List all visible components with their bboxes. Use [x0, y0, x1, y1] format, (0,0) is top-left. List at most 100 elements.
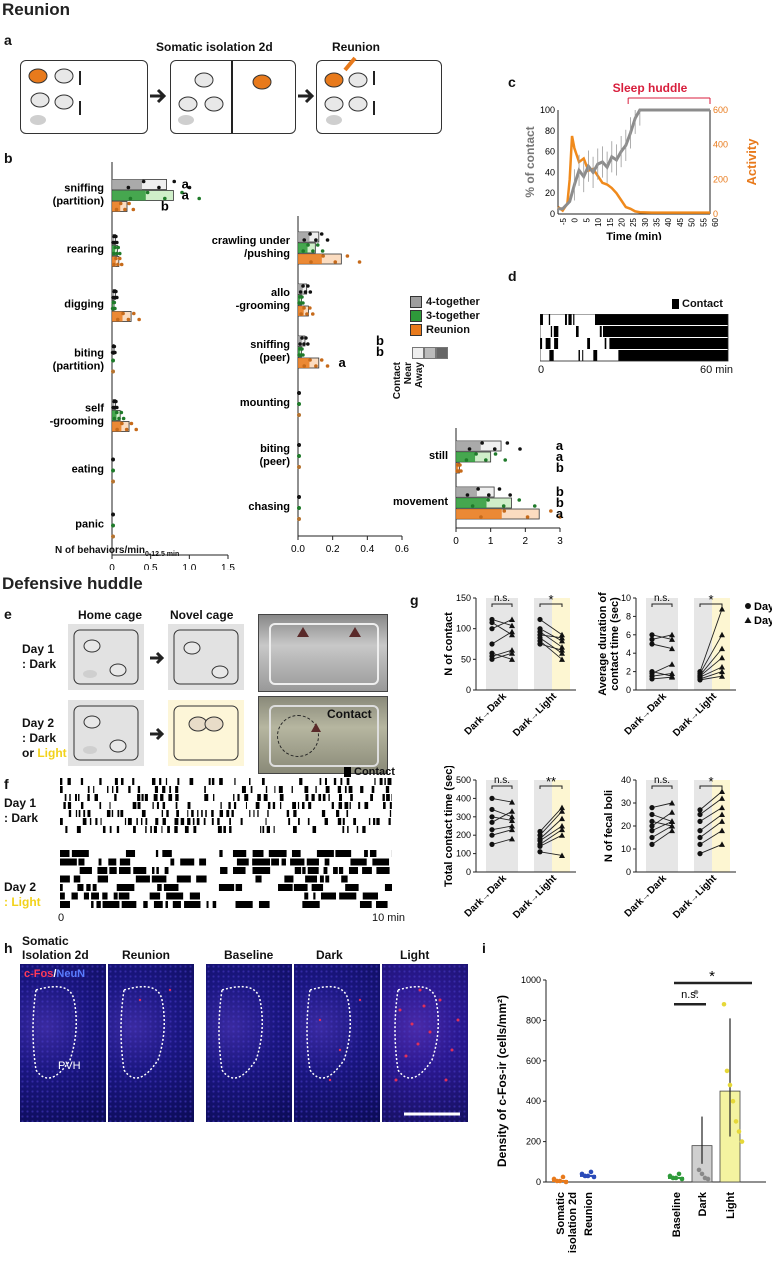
contact-bar [257, 810, 259, 817]
contact-bar [205, 810, 207, 817]
bar-segment [298, 306, 304, 316]
bar-segment [112, 201, 121, 212]
x-category-label: Dark→Dark [623, 691, 670, 738]
contact-bar [599, 326, 602, 337]
contact-bar [226, 810, 230, 817]
contact-bar [165, 778, 168, 785]
contact-bar [322, 794, 326, 801]
contact-bar [337, 818, 342, 825]
data-point [187, 185, 192, 190]
panel-label-g: g [410, 592, 419, 608]
contact-bar [328, 794, 330, 801]
data-point [484, 458, 488, 462]
contact-bar [323, 867, 328, 874]
contact-bar [162, 802, 166, 809]
contact-bar [337, 786, 342, 793]
pair-line [699, 821, 723, 838]
novel-cage-day1 [168, 624, 244, 690]
pair-line [491, 619, 513, 630]
contact-bar [252, 850, 264, 857]
y-tick-label: 100 [456, 849, 471, 859]
contact-bar [229, 826, 232, 833]
data-point [123, 207, 127, 212]
bar-segment [298, 336, 302, 346]
data-point [476, 487, 480, 491]
category-label: movement [393, 496, 448, 508]
x-tick-label: 40 [664, 217, 673, 226]
contact-bar [91, 892, 99, 900]
data-point-day1 [697, 834, 703, 841]
contact-bar [118, 892, 130, 900]
contact-bar [288, 818, 291, 825]
data-point [736, 1129, 742, 1134]
bar-segment [112, 289, 114, 300]
bar-segment [112, 399, 114, 410]
contact-bar [172, 901, 181, 908]
contact-bar [376, 867, 390, 874]
data-point [679, 1176, 685, 1182]
contact-bar [60, 901, 70, 908]
contact-bar [78, 810, 81, 817]
x-tick-label: 35 [653, 217, 662, 226]
data-point [120, 421, 124, 426]
contact-bar [258, 901, 270, 908]
contact-bar [100, 818, 102, 825]
contact-bar [74, 794, 77, 801]
contact-bar [87, 786, 90, 793]
sig-label: n.s. [654, 775, 670, 786]
contact-bar [86, 884, 91, 891]
data-point [172, 179, 177, 184]
legend-key-swatches [412, 347, 448, 359]
contact-bar [120, 810, 124, 817]
data-point [315, 243, 320, 247]
panel-label-c: c [508, 74, 516, 90]
data-point-day2 [559, 650, 565, 656]
data-point [727, 1082, 733, 1088]
contact-bar [176, 810, 179, 817]
data-point-day1 [649, 828, 655, 834]
data-point-day2 [509, 616, 515, 622]
contact-bar [252, 858, 270, 866]
contact-bar [160, 794, 164, 801]
data-point [141, 179, 146, 184]
contact-bar [360, 786, 364, 793]
y2-tick-label: 0 [713, 209, 718, 219]
data-point [298, 342, 302, 346]
contact-bar [116, 786, 119, 793]
contact-bar [213, 794, 215, 801]
sig-label: n.s. [681, 989, 699, 1001]
panel-a-step3: Reunion [332, 40, 380, 54]
pair-line [491, 838, 513, 845]
x-tick-label: 0 [453, 536, 459, 547]
significance-letter: a [338, 355, 346, 370]
sig-bracket [491, 785, 513, 789]
bg-light [712, 780, 730, 872]
pair-line [539, 825, 563, 842]
bar-segment [112, 179, 143, 190]
data-point [304, 336, 308, 340]
data-point-day1 [489, 795, 495, 801]
contact-bar [99, 802, 102, 809]
y-tick-label: 20 [621, 821, 631, 831]
contact-bar [187, 818, 191, 825]
data-point-day2 [719, 673, 725, 679]
contact-bar [344, 786, 347, 793]
bg-dark [694, 780, 712, 872]
contact-bar [387, 778, 392, 785]
contact-bar [364, 802, 369, 809]
contact-bar [98, 858, 102, 866]
y-tick-label: 10 [621, 844, 631, 854]
data-point-day1 [537, 838, 543, 844]
data-point [558, 515, 562, 519]
contact-bar [96, 901, 101, 908]
y-tick-label: 400 [456, 793, 471, 803]
contact-bar [379, 778, 383, 785]
x-tick-label: 1.5 [221, 563, 235, 570]
contact-bar [342, 826, 345, 833]
sig-bracket [651, 785, 673, 789]
contact-bar [184, 901, 201, 908]
data-point-day2 [559, 815, 565, 822]
x-tick-label: 10 [594, 217, 603, 226]
contact-bar [64, 794, 67, 801]
contact-bar [108, 858, 117, 866]
